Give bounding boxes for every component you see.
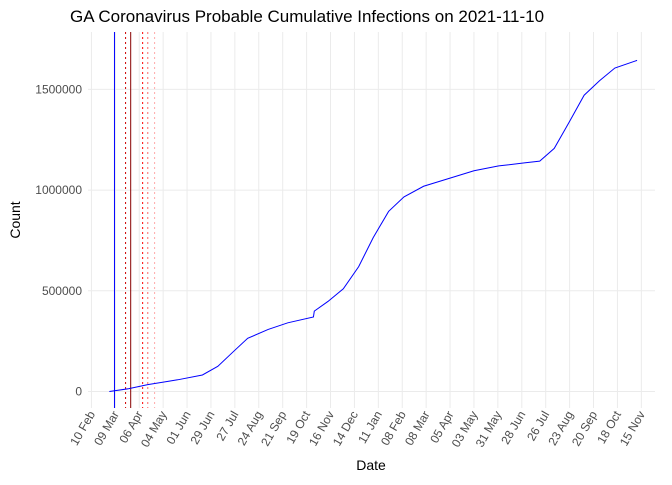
y-axis-label: Count: [7, 201, 23, 238]
line: [109, 59, 638, 392]
y-tick-label: 500000: [42, 284, 82, 298]
chart-title: GA Coronavirus Probable Cumulative Infec…: [70, 7, 544, 26]
x-tick-label: 28 Jun: [498, 409, 528, 447]
y-tick-label: 1000000: [35, 183, 82, 197]
x-tick-label: 29 Jun: [187, 409, 217, 447]
y-tick-label: 0: [75, 384, 82, 398]
x-axis-label: Date: [356, 457, 386, 473]
y-tick-label: 1500000: [35, 82, 82, 96]
